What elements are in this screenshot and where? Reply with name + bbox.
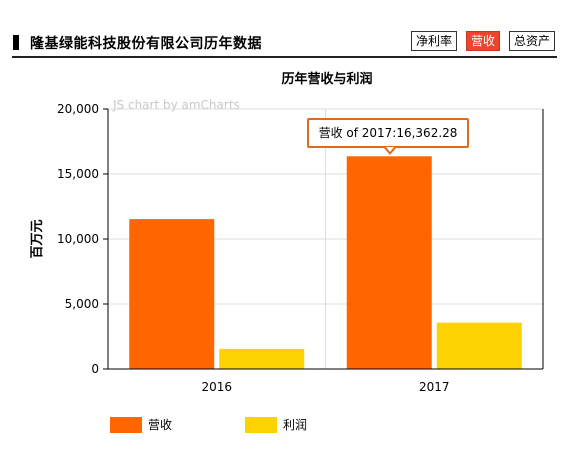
y-tick-label: 20,000: [57, 102, 99, 116]
bar-profit-2016: [219, 348, 305, 369]
legend-label: 利润: [283, 418, 308, 432]
legend-label: 营收: [148, 418, 173, 432]
y-tick-label: 0: [91, 362, 99, 376]
x-tick-label: 2016: [201, 380, 232, 394]
bar-revenue-2016: [129, 219, 215, 369]
chart-title: 历年营收与利润: [281, 71, 372, 87]
legend-item-revenue[interactable]: 营收: [110, 416, 245, 433]
page-title: 隆基绿能科技股份有限公司历年数据: [30, 36, 262, 52]
chart-legend: 营收 利润: [110, 416, 380, 433]
page-header: 隆基绿能科技股份有限公司历年数据 净利率 营收 总资产: [12, 30, 557, 58]
legend-item-profit[interactable]: 利润: [245, 416, 380, 433]
value-tooltip: 营收 of 2017:16,362.28: [307, 118, 469, 148]
chart-watermark: JS chart by amCharts: [112, 98, 240, 112]
metric-tabs: 净利率 营收 总资产: [410, 31, 555, 51]
legend-swatch: [245, 416, 277, 433]
x-tick-label: 2017: [419, 380, 450, 394]
tooltip-pointer-inner: [386, 147, 394, 152]
tab-total-assets[interactable]: 总资产: [508, 31, 555, 51]
bar-revenue-2017: [346, 156, 432, 369]
y-axis-label: 百万元: [30, 219, 45, 258]
y-tick-label: 10,000: [57, 232, 99, 246]
y-tick-label: 15,000: [57, 167, 99, 181]
y-tick-label: 5,000: [65, 297, 99, 311]
bar-profit-2017: [436, 322, 522, 369]
header-marker: [13, 35, 19, 50]
legend-swatch: [110, 416, 142, 433]
tab-revenue[interactable]: 营收: [465, 31, 500, 51]
tab-net-margin[interactable]: 净利率: [410, 31, 457, 51]
